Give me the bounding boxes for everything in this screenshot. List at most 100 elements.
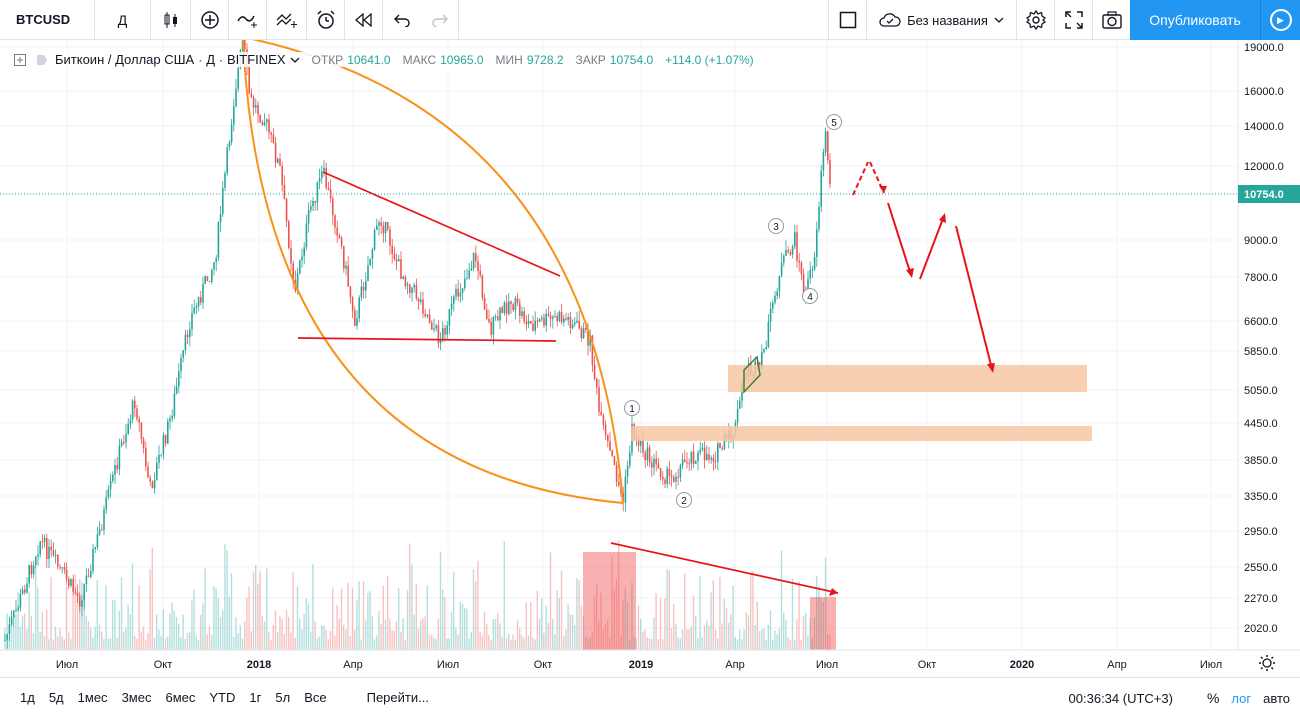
candle-body <box>288 221 290 248</box>
indicators-button[interactable] <box>191 0 229 40</box>
candle-body <box>389 229 391 247</box>
volume-trend-line[interactable] <box>610 542 839 594</box>
volume-bar <box>336 604 338 650</box>
time-axis[interactable]: Июл Окт 2018 Апр Июл Окт 2019 Апр Июл Окт 2020 Апр И… <box>0 649 1300 677</box>
chevron-down-icon[interactable] <box>290 56 300 64</box>
fullscreen-toggle-button[interactable] <box>828 0 866 40</box>
volume-bar <box>290 632 292 650</box>
volume-bar <box>666 569 668 650</box>
chart-area[interactable]: 1 2 3 4 5 19000.0 16000.0 14000.0 12000.0 90… <box>0 36 1300 677</box>
log-scale-button[interactable]: лог <box>1231 690 1252 706</box>
publish-button[interactable]: Опубликовать <box>1130 0 1260 40</box>
candle-body <box>312 201 314 207</box>
range-button-7[interactable]: 5л <box>275 690 291 705</box>
price-chart[interactable]: 1 2 3 4 5 19000.0 16000.0 14000.0 12000.0 90… <box>0 36 1300 677</box>
volume-bar <box>235 617 237 650</box>
goto-label: Перейти... <box>366 690 429 705</box>
auto-scale-button[interactable]: авто <box>1263 690 1290 706</box>
wave-label-3[interactable]: 3 <box>768 218 784 234</box>
candle-body <box>167 421 169 444</box>
candle-body <box>657 463 660 469</box>
range-button-6[interactable]: 1г <box>249 690 262 705</box>
redo-button[interactable] <box>421 0 459 40</box>
candle-body <box>721 448 723 450</box>
axis-settings-gear[interactable] <box>1259 655 1275 671</box>
volume-bar <box>347 582 349 650</box>
candles-style-button[interactable] <box>151 0 191 40</box>
candle-body <box>761 352 763 370</box>
settings-button[interactable] <box>1016 0 1054 40</box>
price-axis[interactable]: 19000.0 16000.0 14000.0 12000.0 9000.0 7800.0… <box>1237 40 1300 650</box>
volume-highlight-box-right[interactable] <box>810 597 836 650</box>
support-zone-upper[interactable] <box>728 365 1087 392</box>
candle-body <box>109 480 112 490</box>
range-button-3[interactable]: 3мес <box>121 690 152 705</box>
candle-body <box>395 258 398 262</box>
forecast-leg-2[interactable] <box>919 215 945 280</box>
support-zone-lower[interactable] <box>631 426 1092 441</box>
svg-text:3: 3 <box>773 222 779 233</box>
play-button[interactable]: ▶ <box>1260 0 1300 40</box>
range-button-1[interactable]: 5д <box>48 690 64 705</box>
range-button-5[interactable]: YTD <box>209 690 236 705</box>
layout-menu-button[interactable]: Без названия <box>866 0 1016 40</box>
templates-button[interactable] <box>267 0 307 40</box>
candles <box>4 38 831 649</box>
fullscreen-button[interactable] <box>1054 0 1092 40</box>
alert-button[interactable] <box>307 0 345 40</box>
volume-bar <box>400 632 402 650</box>
wave-label-4[interactable]: 4 <box>802 288 818 304</box>
volume-bar <box>175 617 178 650</box>
range-button-0[interactable]: 1д <box>20 690 35 705</box>
volume-bar <box>587 638 589 650</box>
candle-body <box>255 105 257 108</box>
volume-bar <box>644 629 646 650</box>
wave-label-2[interactable]: 2 <box>676 492 692 508</box>
candle-body <box>668 468 671 476</box>
candle-body <box>813 256 816 270</box>
chevron-down-icon <box>994 17 1004 23</box>
candles-icon <box>164 11 177 28</box>
candle-body <box>613 456 616 465</box>
candle-body <box>611 450 613 457</box>
volume-bar <box>96 580 98 650</box>
wave-label-1[interactable]: 1 <box>624 400 640 416</box>
wave-label-5[interactable]: 5 <box>826 114 842 130</box>
interval-button[interactable]: Д <box>95 0 151 40</box>
volume-bar <box>743 629 745 650</box>
triangle-support-line[interactable] <box>297 337 557 342</box>
forecast-leg-1[interactable] <box>887 202 912 276</box>
candle-body <box>224 172 226 188</box>
candle-body <box>510 301 512 305</box>
volume-bar <box>257 583 259 650</box>
svg-text:1: 1 <box>629 404 635 415</box>
range-button-4[interactable]: 6мес <box>165 690 196 705</box>
undo-button[interactable] <box>383 0 421 40</box>
symbol-search-button[interactable]: BTCUSD <box>0 0 95 40</box>
range-button-2[interactable]: 1мес <box>77 690 108 705</box>
goto-date-button[interactable]: Перейти... <box>361 690 435 705</box>
volume-bar <box>217 597 219 650</box>
gear-icon <box>1262 658 1272 668</box>
collapse-legend-icon[interactable] <box>14 53 26 66</box>
flag-pattern[interactable] <box>743 355 761 394</box>
triangle-resistance-line[interactable] <box>322 171 561 277</box>
percent-scale-button[interactable]: % <box>1206 690 1220 706</box>
forecast-leg-3[interactable] <box>955 225 993 370</box>
snapshot-button[interactable] <box>1092 0 1130 40</box>
replay-button[interactable] <box>345 0 383 40</box>
candle-body <box>615 464 618 482</box>
candle-body <box>175 386 178 394</box>
clock-label[interactable]: 00:36:34 (UTC+3) <box>1068 690 1173 706</box>
range-button-8[interactable]: Все <box>304 690 327 705</box>
candle-body <box>475 253 477 262</box>
volume-bar <box>477 560 479 650</box>
forecast-dashed-up[interactable] <box>852 161 869 196</box>
volume-highlight-box-left[interactable] <box>583 552 636 650</box>
candle-body <box>596 378 598 388</box>
legend-separator: · <box>198 52 203 67</box>
fib-arc-inner[interactable] <box>242 36 624 504</box>
compare-button[interactable] <box>229 0 267 40</box>
volume-bar <box>809 617 811 650</box>
volume-bar <box>94 626 96 650</box>
